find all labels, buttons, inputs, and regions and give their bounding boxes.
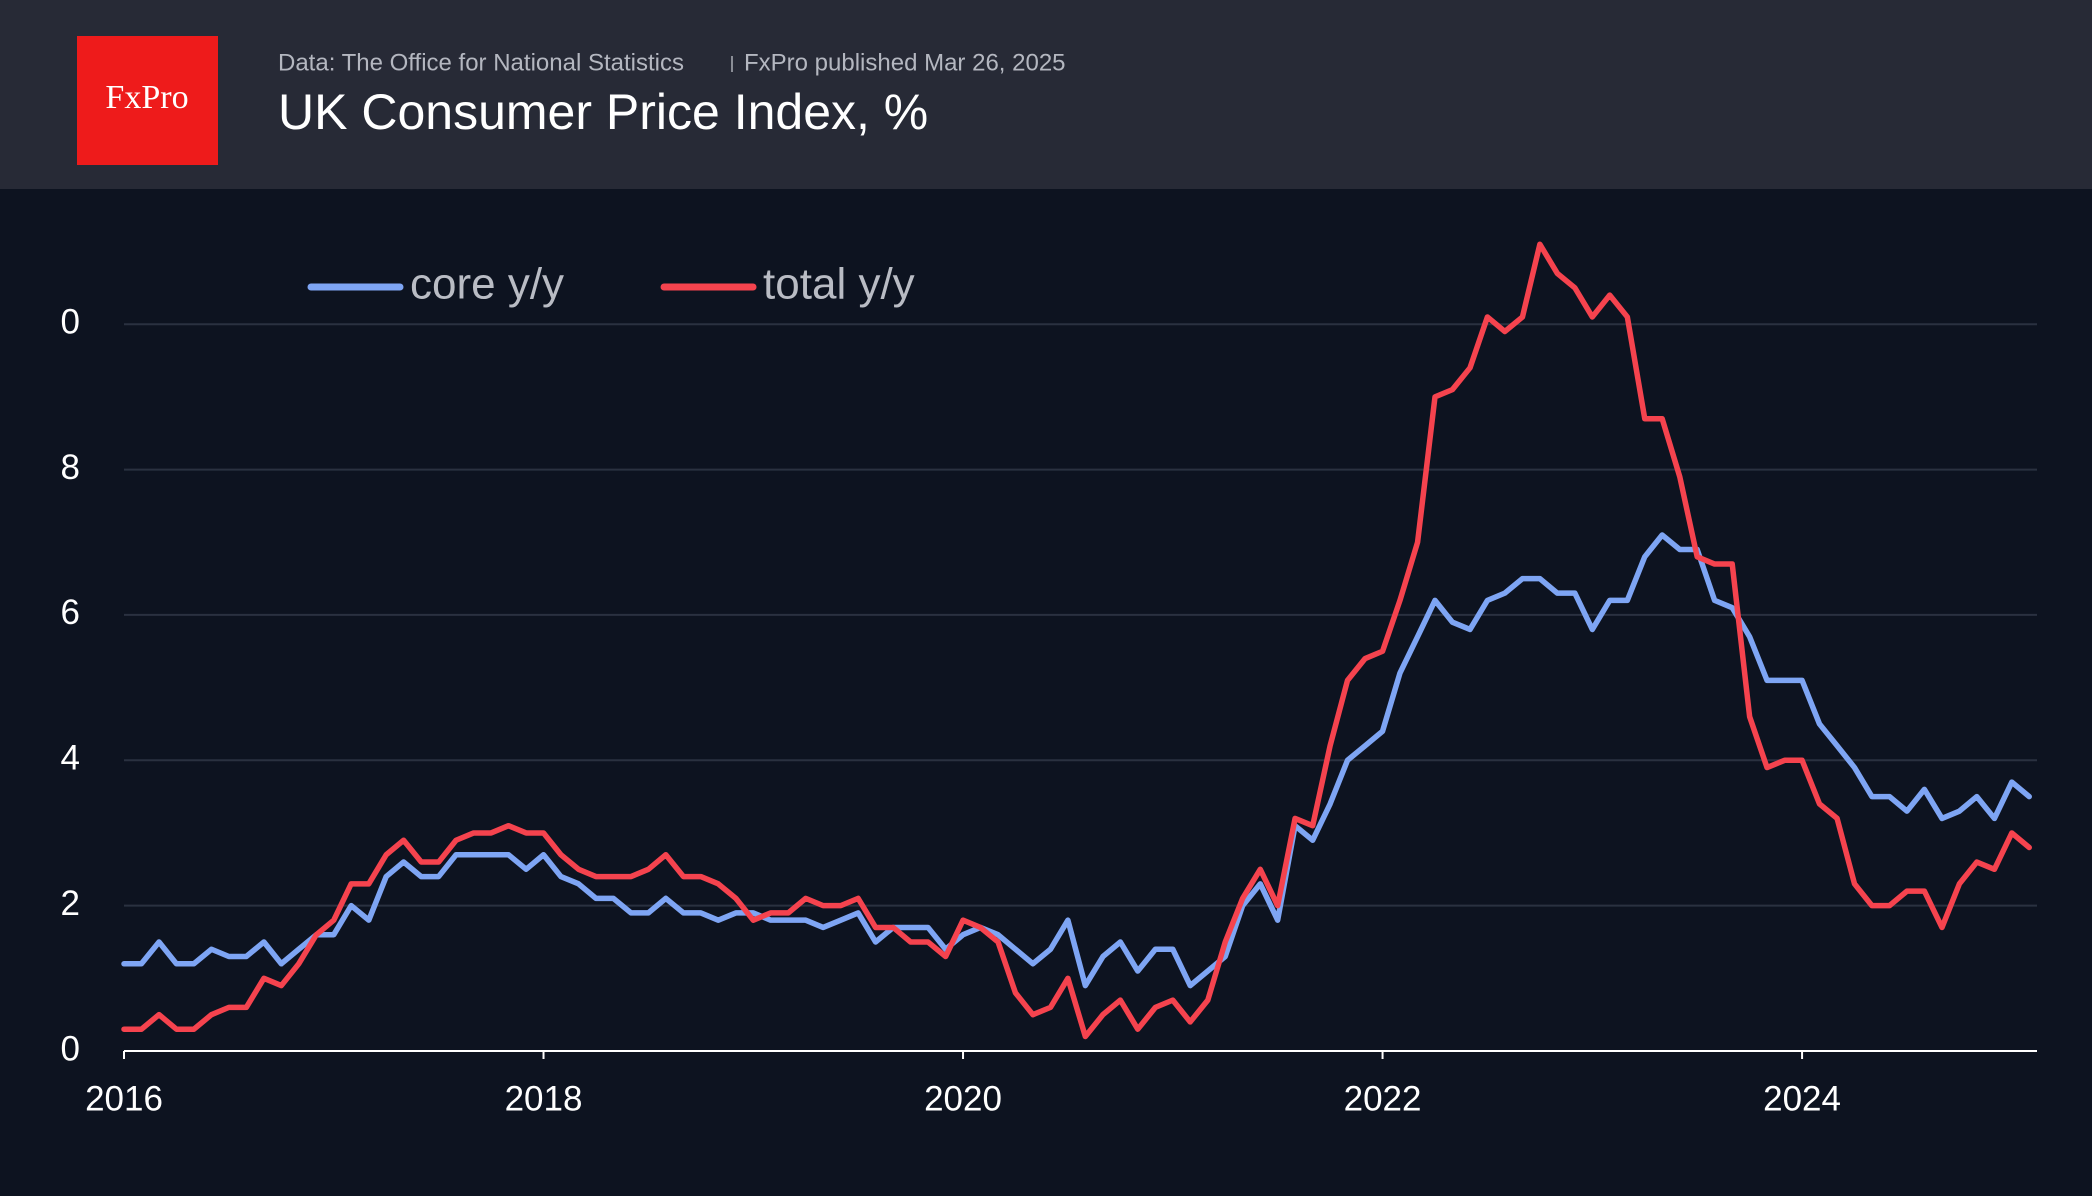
y-tick-label: 2 (61, 884, 80, 923)
legend-label: total y/y (763, 260, 915, 309)
x-tick-label: 2020 (924, 1079, 1002, 1118)
chart-title: UK Consumer Price Index, % (278, 84, 928, 140)
legend-label: core y/y (410, 260, 564, 309)
source: Data: The Office for National Statistics (278, 49, 684, 76)
y-tick-label: 8 (61, 448, 80, 487)
logo: FxPro (105, 79, 188, 116)
x-tick-label: 2016 (85, 1079, 163, 1118)
x-tick-label: 2018 (505, 1079, 583, 1118)
header-band (0, 0, 2092, 189)
series-line (121, 241, 2032, 1040)
y-tick-label: 0 (61, 302, 80, 341)
series-line (121, 532, 2032, 989)
publisher: FxPro published Mar 26, 2025 (744, 49, 1066, 76)
y-tick-label: 4 (61, 739, 80, 778)
y-tick-label: 6 (61, 593, 80, 632)
x-tick-label: 2024 (1763, 1079, 1841, 1118)
x-tick-label: 2022 (1344, 1079, 1422, 1118)
y-tick-label: 0 (61, 1029, 80, 1068)
logo-box (77, 36, 218, 165)
